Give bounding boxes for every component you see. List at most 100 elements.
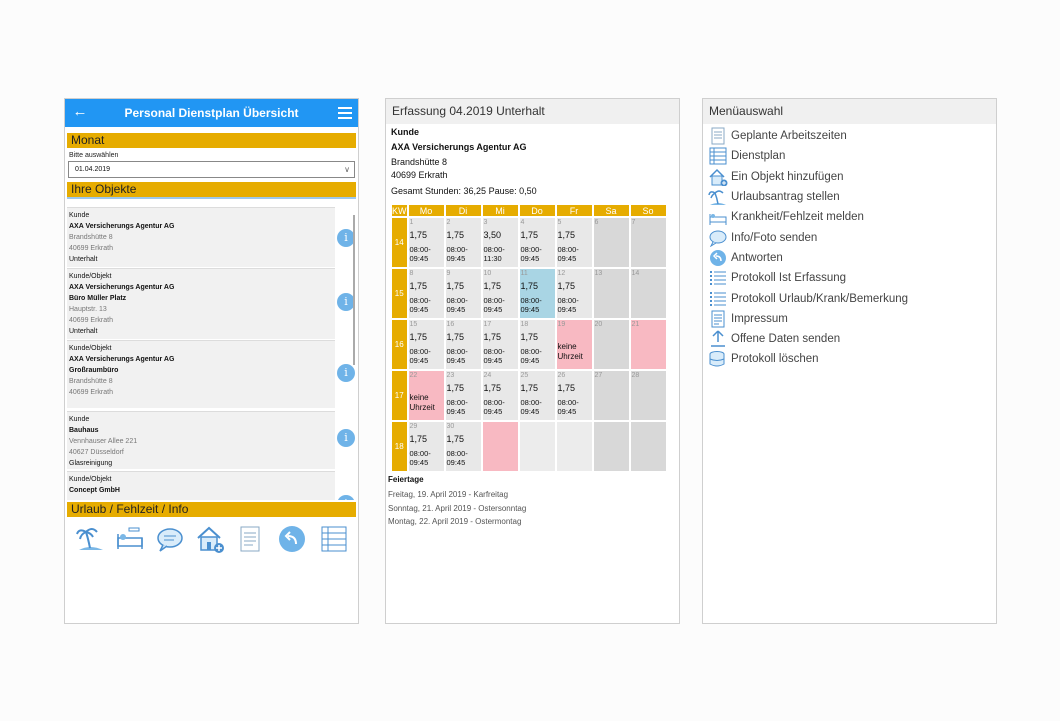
- menu-item[interactable]: Impressum: [703, 309, 996, 329]
- calendar-day-cell[interactable]: [482, 422, 518, 471]
- menu-item-label: Antworten: [731, 251, 783, 264]
- calendar-day-cell[interactable]: 13: [593, 269, 629, 318]
- calendar-day-cell[interactable]: 2 1,75 08:00- 09:45: [445, 218, 481, 267]
- sickbed-icon[interactable]: [115, 524, 145, 554]
- day-number: 28: [631, 372, 640, 379]
- no-time-note: keine Uhrzeit: [410, 393, 444, 413]
- calendar-day-cell[interactable]: 10 1,75 08:00- 09:45: [482, 269, 518, 318]
- calendar-day-cell[interactable]: [519, 422, 555, 471]
- day-number: 16: [446, 321, 455, 328]
- day-number: 2: [446, 219, 451, 226]
- list-item[interactable]: Kunde Bauhaus Vennhauser Allee 221 40627…: [67, 411, 335, 469]
- info-icon[interactable]: i: [337, 229, 355, 247]
- calendar-week-row: 15 8 1,75 08:00- 09:45 9 1,75 08:00- 09:45 10 1,75…: [392, 269, 666, 318]
- weekday-header: KW: [392, 205, 407, 216]
- list-item[interactable]: Kunde/Objekt AXA Versicherungs Agentur A…: [67, 268, 335, 339]
- menu-item-label: Protokoll löschen: [731, 353, 819, 366]
- time-start: 08:00-: [520, 296, 542, 305]
- day-hours: 1,75: [409, 434, 428, 444]
- calendar-day-cell[interactable]: 4 1,75 08:00- 09:45: [519, 218, 555, 267]
- schedule-list-icon: [709, 147, 727, 165]
- calendar-day-cell[interactable]: [593, 422, 629, 471]
- time-start: 08:00-: [557, 398, 579, 407]
- calendar-day-cell[interactable]: 17 1,75 08:00- 09:45: [482, 320, 518, 369]
- calendar-day-cell[interactable]: 7: [630, 218, 666, 267]
- menu-item-label: Urlaubsantrag stellen: [731, 191, 840, 204]
- menu-item[interactable]: Urlaubsantrag stellen: [703, 187, 996, 207]
- calendar-day-cell[interactable]: 23 1,75 08:00- 09:45: [445, 371, 481, 420]
- calendar-day-cell[interactable]: 1 1,75 08:00- 09:45: [408, 218, 444, 267]
- calendar-day-cell[interactable]: 15 1,75 08:00- 09:45: [408, 320, 444, 369]
- week-number: 14: [392, 218, 407, 267]
- day-time-range: 08:00- 09:45: [521, 347, 555, 365]
- list-item[interactable]: Kunde/Objekt AXA Versicherungs Agentur A…: [67, 340, 335, 408]
- info-icon[interactable]: i: [337, 364, 355, 382]
- calendar-day-cell[interactable]: 19 keine Uhrzeit: [556, 320, 592, 369]
- house-add-icon[interactable]: [195, 524, 225, 554]
- month-select[interactable]: 01.04.2019 ∨: [68, 161, 355, 178]
- day-hours: 1,75: [409, 230, 428, 240]
- calendar-day-cell[interactable]: 9 1,75 08:00- 09:45: [445, 269, 481, 318]
- calendar-day-cell[interactable]: 30 1,75 08:00- 09:45: [445, 422, 481, 471]
- chat-bubble-icon[interactable]: [155, 524, 185, 554]
- hamburger-menu-icon[interactable]: [338, 107, 352, 119]
- calendar-day-cell[interactable]: 21: [630, 320, 666, 369]
- menu-item[interactable]: Krankheit/Fehlzeit melden: [703, 207, 996, 227]
- menu-item[interactable]: Ein Objekt hinzufügen: [703, 167, 996, 187]
- info-icon[interactable]: i: [337, 293, 355, 311]
- upload-arrow-icon: [711, 330, 725, 347]
- menu-item[interactable]: Offene Daten senden: [703, 329, 996, 349]
- calendar-day-cell[interactable]: 16 1,75 08:00- 09:45: [445, 320, 481, 369]
- calendar-day-cell[interactable]: 12 1,75 08:00- 09:45: [556, 269, 592, 318]
- day-hours: 1,75: [483, 281, 502, 291]
- calendar-day-cell[interactable]: 5 1,75 08:00- 09:45: [556, 218, 592, 267]
- calendar-day-cell[interactable]: 25 1,75 08:00- 09:45: [519, 371, 555, 420]
- calendar-day-cell[interactable]: 26 1,75 08:00- 09:45: [556, 371, 592, 420]
- list-icon[interactable]: [319, 524, 349, 554]
- card-type: Kunde: [69, 416, 90, 423]
- day-number: 20: [594, 321, 603, 328]
- day-time-range: 08:00- 09:45: [521, 398, 555, 416]
- back-arrow-icon[interactable]: ←: [72, 103, 88, 120]
- scrollbar[interactable]: [353, 215, 355, 365]
- card-title: AXA Versicherungs Agentur AG: [69, 356, 175, 363]
- menu-item[interactable]: Geplante Arbeitszeiten: [703, 126, 996, 146]
- day-number: 17: [483, 321, 492, 328]
- card-street: Brandshütte 8: [69, 234, 113, 241]
- app-bar: ← Personal Dienstplan Übersicht: [65, 99, 358, 127]
- object-list[interactable]: Kunde AXA Versicherungs Agentur AG Brand…: [67, 207, 357, 500]
- calendar-day-cell[interactable]: 22 keine Uhrzeit: [408, 371, 444, 420]
- calendar-day-cell[interactable]: 14: [630, 269, 666, 318]
- menu-item[interactable]: Antworten: [703, 248, 996, 268]
- day-number: 29: [409, 423, 418, 430]
- info-icon[interactable]: i: [337, 495, 355, 500]
- day-time-range: 08:00- 09:45: [484, 296, 518, 314]
- calendar-day-cell[interactable]: [556, 422, 592, 471]
- calendar-day-cell[interactable]: [630, 422, 666, 471]
- document-icon[interactable]: [235, 524, 265, 554]
- day-time-range: 08:00- 09:45: [447, 449, 481, 467]
- time-start: 08:00-: [483, 296, 505, 305]
- list-item[interactable]: Kunde/Objekt Concept GmbH: [67, 471, 335, 500]
- no-time-line: keine: [409, 393, 429, 402]
- calendar-day-cell[interactable]: 24 1,75 08:00- 09:45: [482, 371, 518, 420]
- calendar-day-cell[interactable]: 29 1,75 08:00- 09:45: [408, 422, 444, 471]
- menu-item[interactable]: Protokoll löschen: [703, 349, 996, 369]
- beach-icon[interactable]: [75, 524, 105, 554]
- calendar-day-cell[interactable]: 11 1,75 08:00- 09:45: [519, 269, 555, 318]
- calendar-day-cell[interactable]: 18 1,75 08:00- 09:45: [519, 320, 555, 369]
- menu-item[interactable]: Protokoll Ist Erfassung: [703, 268, 996, 288]
- calendar-day-cell[interactable]: 3 3,50 08:00- 11:30: [482, 218, 518, 267]
- calendar-day-cell[interactable]: 27: [593, 371, 629, 420]
- list-item[interactable]: Kunde AXA Versicherungs Agentur AG Brand…: [67, 207, 335, 267]
- day-hours: 1,75: [520, 230, 539, 240]
- reply-icon[interactable]: [277, 524, 307, 554]
- calendar-day-cell[interactable]: 8 1,75 08:00- 09:45: [408, 269, 444, 318]
- calendar-day-cell[interactable]: 20: [593, 320, 629, 369]
- menu-item[interactable]: Protokoll Urlaub/Krank/Bemerkung: [703, 288, 996, 308]
- menu-item[interactable]: Info/Foto senden: [703, 227, 996, 247]
- calendar-day-cell[interactable]: 28: [630, 371, 666, 420]
- menu-item[interactable]: Dienstplan: [703, 146, 996, 166]
- info-icon[interactable]: i: [337, 429, 355, 447]
- calendar-day-cell[interactable]: 6: [593, 218, 629, 267]
